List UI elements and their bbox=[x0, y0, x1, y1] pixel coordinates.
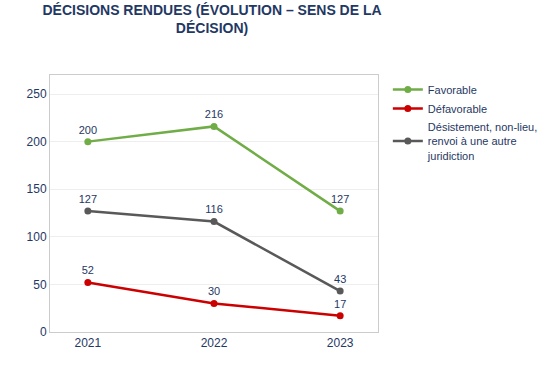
svg-text:52: 52 bbox=[82, 264, 94, 276]
svg-text:30: 30 bbox=[208, 285, 220, 297]
svg-text:2023: 2023 bbox=[327, 336, 354, 350]
svg-text:250: 250 bbox=[27, 87, 47, 101]
svg-text:200: 200 bbox=[79, 124, 97, 136]
svg-text:2021: 2021 bbox=[74, 336, 101, 350]
svg-text:216: 216 bbox=[205, 108, 223, 120]
svg-text:127: 127 bbox=[331, 193, 349, 205]
svg-text:Défavorable: Défavorable bbox=[428, 103, 487, 115]
svg-text:2022: 2022 bbox=[201, 336, 228, 350]
svg-text:150: 150 bbox=[27, 182, 47, 196]
svg-text:127: 127 bbox=[79, 193, 97, 205]
svg-text:200: 200 bbox=[27, 135, 47, 149]
svg-text:DÉCISIONS RENDUES (ÉVOLUTION –: DÉCISIONS RENDUES (ÉVOLUTION – SENS DE L… bbox=[42, 2, 381, 36]
svg-text:17: 17 bbox=[334, 298, 346, 310]
svg-text:50: 50 bbox=[33, 278, 47, 292]
svg-text:Désistement, non-lieu,renvoi à: Désistement, non-lieu,renvoi à une autre… bbox=[427, 121, 537, 162]
svg-text:Favorable: Favorable bbox=[428, 84, 477, 96]
svg-text:100: 100 bbox=[27, 230, 47, 244]
svg-text:0: 0 bbox=[40, 325, 47, 339]
svg-text:116: 116 bbox=[205, 203, 223, 215]
svg-text:43: 43 bbox=[334, 273, 346, 285]
